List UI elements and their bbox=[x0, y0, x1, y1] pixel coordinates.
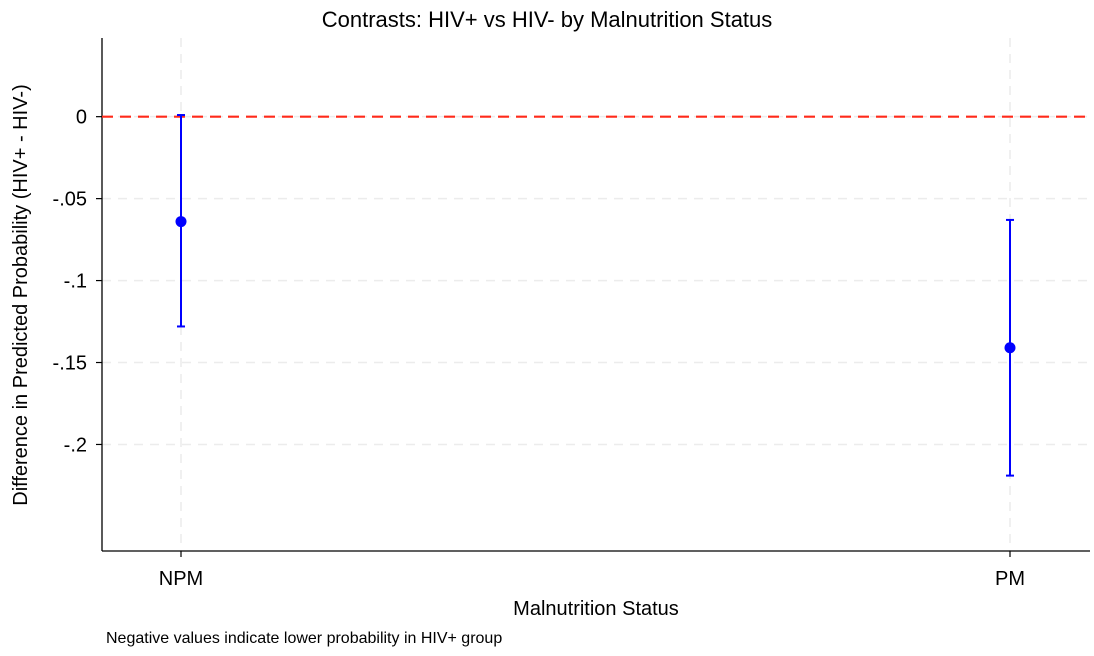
x-tick-label: PM bbox=[995, 568, 1025, 590]
point-estimate-pm bbox=[1004, 342, 1016, 354]
data-marks bbox=[175, 114, 1016, 477]
point-estimate-npm bbox=[175, 216, 187, 228]
y-tick-label: -.05 bbox=[53, 189, 87, 211]
y-tick-label: -.2 bbox=[64, 434, 87, 456]
y-axis-ticks: 0 -.05 -.1 -.15 -.2 bbox=[53, 107, 102, 456]
y-tick-label: 0 bbox=[76, 107, 87, 129]
y-axis-label: Difference in Predicted Probability (HIV… bbox=[10, 84, 32, 505]
x-axis-label: Malnutrition Status bbox=[513, 598, 679, 620]
x-tick-label: NPM bbox=[159, 568, 203, 590]
y-tick-label: -.1 bbox=[64, 271, 87, 293]
chart-title: Contrasts: HIV+ vs HIV- by Malnutrition … bbox=[322, 7, 773, 32]
chart-note: Negative values indicate lower probabili… bbox=[106, 630, 502, 647]
grid bbox=[102, 38, 1090, 551]
x-axis-ticks: NPM PM bbox=[159, 551, 1025, 590]
y-tick-label: -.15 bbox=[53, 353, 87, 375]
